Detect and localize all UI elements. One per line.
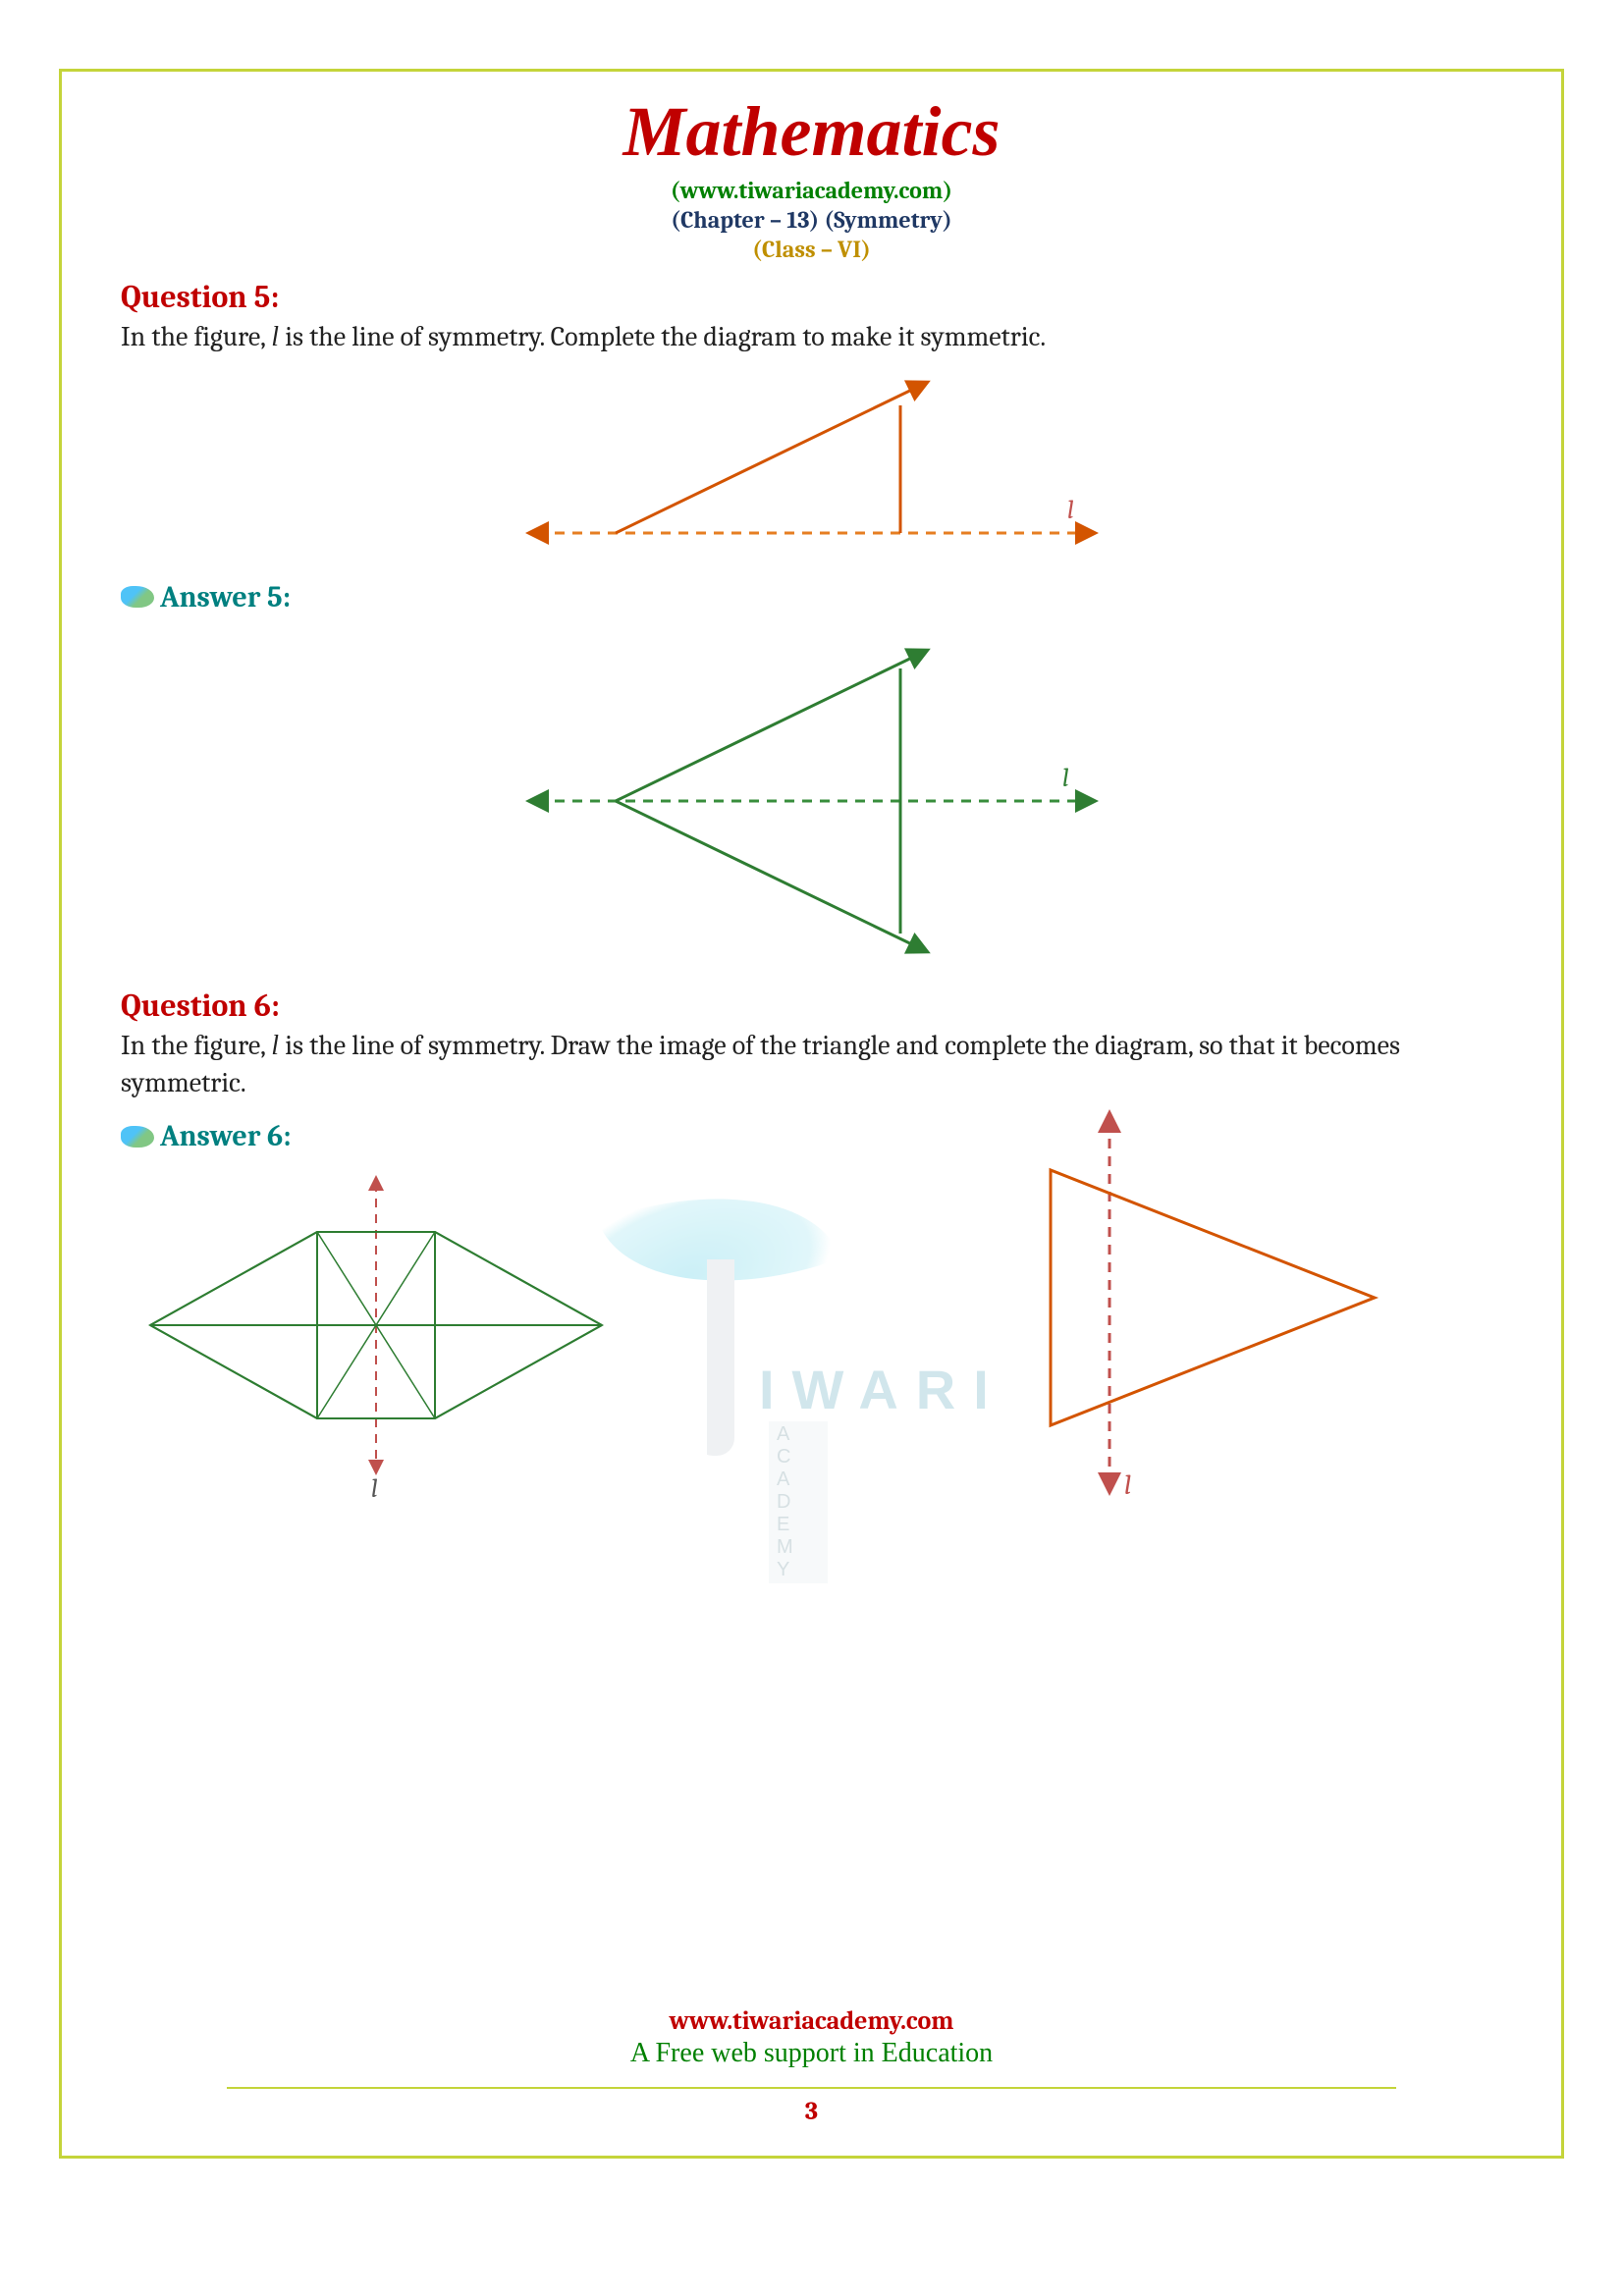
page-footer: www.tiwariacademy.com A Free web support… [62,2006,1561,2126]
q5-a-axis-label: l [1062,764,1069,793]
question-5-text: In the figure, l is the line of symmetry… [121,319,1502,356]
q5-q-axis-label: l [1067,496,1074,525]
footer-tagline: A Free web support in Education [62,2038,1561,2069]
content-area: Question 5: In the figure, l is the line… [62,263,1561,1518]
q5-text-prefix: In the figure, [121,321,271,352]
page-header: Mathematics (www.tiwariacademy.com) (Cha… [62,72,1561,263]
q6-answer-block: Answer 6: [121,1101,631,1511]
question-6-text: In the figure, l is the line of symmetry… [121,1028,1502,1102]
header-chapter: (Chapter – 13) (Symmetry) [62,206,1561,234]
footer-link: www.tiwariacademy.com [62,2006,1561,2036]
header-class: (Class – VI) [62,236,1561,263]
page-number: 3 [62,2097,1561,2126]
q6-l-symbol: l [271,1031,279,1061]
q5-text-suffix: is the line of symmetry. Complete the di… [279,321,1046,352]
q6-text-prefix: In the figure, [121,1030,271,1061]
q6-a-axis-label: l [371,1474,378,1504]
q6-text-suffix: is the line of symmetry. Draw the image … [121,1030,1400,1098]
page-title: Mathematics [62,91,1561,173]
question-6-heading: Question 6: [121,988,1502,1024]
q6-question-svg: l [992,1101,1404,1514]
q5-l-symbol: l [271,322,279,352]
header-website: (www.tiwariacademy.com) [62,177,1561,204]
answer-5-heading: Answer 5: [121,580,1502,614]
answer-logo-icon [121,586,154,608]
q5-answer-svg: l [498,624,1126,978]
answer-logo-icon [121,1126,154,1148]
answer-6-label: Answer 6: [160,1119,292,1153]
q6-question-diagram: l [992,1101,1404,1518]
q5-question-svg: l [498,366,1126,562]
q5-question-diagram: l [121,366,1502,562]
question-5-heading: Question 5: [121,279,1502,315]
q5-answer-diagram: l [121,624,1502,978]
answer-5-label: Answer 5: [160,580,291,614]
q6-answer-svg: l [121,1153,631,1507]
q6-q-axis-label: l [1124,1469,1131,1501]
footer-rule [227,2087,1396,2089]
q6-row: Answer 6: [121,1101,1502,1518]
answer-6-heading: Answer 6: [121,1119,631,1153]
page-border: Mathematics (www.tiwariacademy.com) (Cha… [59,69,1564,2159]
